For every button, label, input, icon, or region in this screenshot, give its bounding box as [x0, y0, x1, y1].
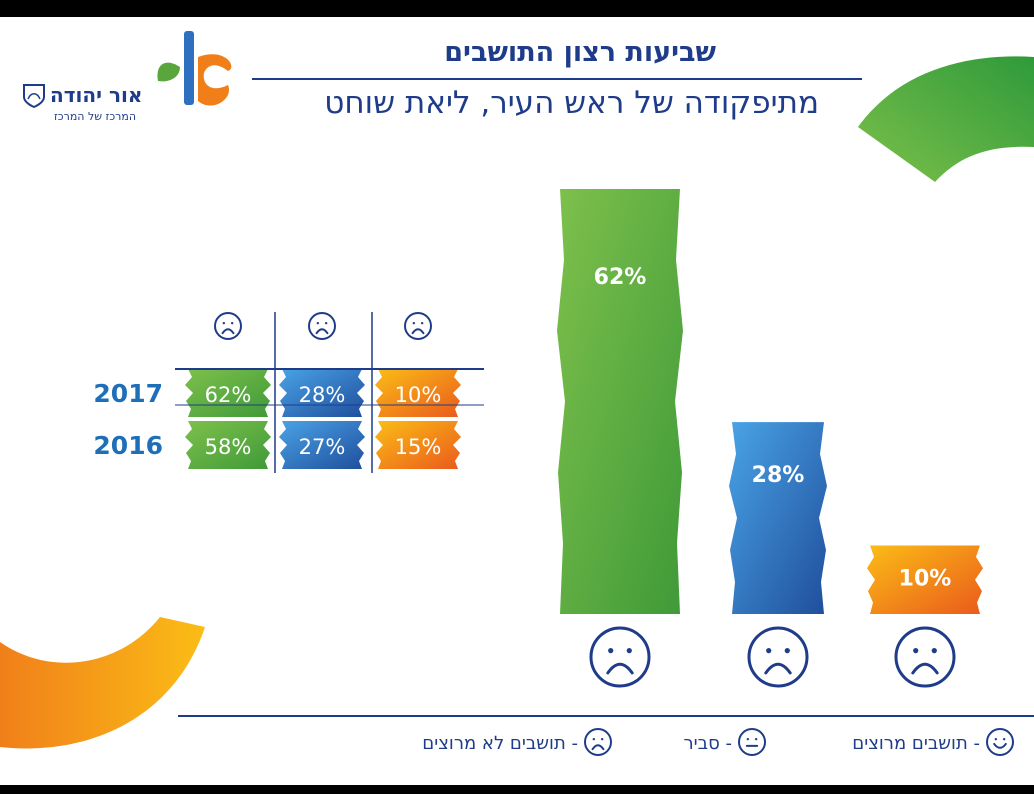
green-arc-decoration [858, 56, 1034, 182]
legend-smile-face-icon [986, 728, 1014, 756]
table-value-2017-2: 10% [395, 383, 442, 407]
table-value-2016-0: 58% [205, 435, 252, 459]
bar-label-neutral-face: 28% [752, 463, 805, 488]
brand-emblem-icon [23, 84, 45, 109]
legend-neutral-face-icon [738, 728, 766, 756]
legend-text-1: - סביר [684, 733, 733, 754]
legend-text-2: - תושבים לא מרוצים [422, 733, 578, 754]
brand-tagline: המרכז של המרכז [54, 110, 137, 123]
bar-label-unsatisfied-face: 10% [899, 567, 952, 592]
bar-face-satisfied-face [589, 626, 651, 688]
table-cell-2016-0 [185, 421, 271, 469]
page-subtitle: מתיפקודה של ראש העיר, ליאת שוחט [324, 85, 819, 121]
city-logo [157, 31, 232, 106]
brand-name: אור יהודה [50, 83, 143, 107]
table-header-unsatisfied-face [404, 312, 432, 340]
year-label-2017: 2017 [93, 379, 163, 408]
bar-face-neutral-face [747, 626, 809, 688]
table-cell-2016-2 [375, 421, 461, 469]
orange-arc-decoration [0, 617, 205, 749]
table-value-2017-0: 62% [205, 383, 252, 407]
table-value-2016-1: 27% [299, 435, 346, 459]
table-header-neutral-face [308, 312, 336, 340]
table-cell-2016-1 [279, 421, 365, 469]
legend-sad-face-icon [584, 728, 612, 756]
title-divider [252, 78, 862, 80]
table-value-2017-1: 28% [299, 383, 346, 407]
bar-satisfied-face [557, 189, 683, 614]
bar-neutral-face [729, 422, 827, 614]
page-title: שביעות רצון התושבים [444, 37, 716, 68]
bar-label-satisfied-face: 62% [594, 265, 647, 290]
bar-face-unsatisfied-face [894, 626, 956, 688]
bar-unsatisfied-face [867, 545, 983, 614]
slide: אור יהודה המרכז של המרכז שביעות רצון התו… [0, 17, 1034, 785]
legend-text-0: - תושבים מרוצים [852, 733, 980, 754]
table-header-satisfied-face [214, 312, 242, 340]
table-value-2016-2: 15% [395, 435, 442, 459]
satisfaction-chart: 2017 62% 28% 10% 2016 58% 27% 15% 62% 28% 10% - תוש… [93, 189, 1034, 756]
year-label-2016: 2016 [93, 431, 163, 460]
